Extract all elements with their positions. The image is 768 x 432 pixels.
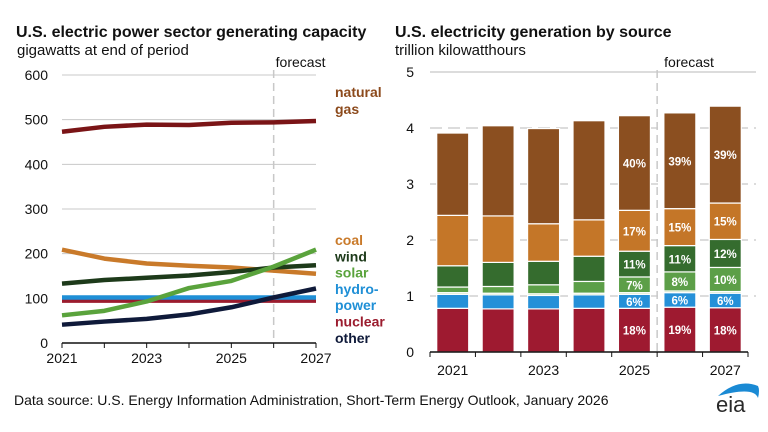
data-label: 18%	[714, 325, 737, 337]
bar-segment-natural-gas	[708, 105, 742, 204]
data-label: 11%	[669, 254, 691, 266]
bar-segment-wind	[617, 250, 652, 278]
y-tick-label: 3	[406, 176, 414, 192]
forecast-label: forecast	[276, 54, 326, 70]
y-tick-label: 200	[25, 246, 49, 262]
bar-segment-nuclear	[572, 307, 606, 353]
bar-segment-wind	[436, 265, 470, 288]
legend-label-hydropower: power	[335, 297, 377, 313]
y-tick-label: 100	[25, 290, 49, 306]
legend-label-natural-gas: natural	[335, 84, 382, 100]
bar-segment-hydropower	[481, 294, 515, 310]
left-chart-title: U.S. electric power sector generating ca…	[16, 24, 367, 41]
y-tick-label: 300	[25, 201, 49, 217]
x-tick-label: 2025	[216, 350, 247, 366]
right-chart-title: U.S. electricity generation by source	[395, 24, 672, 41]
x-tick-label: 2023	[528, 362, 559, 378]
data-source-note: Data source: U.S. Energy Information Adm…	[14, 392, 609, 408]
bar-segment-hydropower	[526, 294, 561, 310]
x-tick-label: 2027	[300, 350, 331, 366]
y-tick-label: 0	[40, 335, 48, 351]
data-label: 17%	[623, 226, 646, 238]
data-label: 7%	[626, 280, 643, 292]
bar-segment-solar	[436, 286, 470, 294]
series-line-coal	[61, 247, 317, 277]
bar-segment-solar	[481, 285, 515, 294]
x-tick-label: 2021	[437, 362, 468, 378]
x-tick-label: 2025	[619, 362, 650, 378]
bar-segment-coal	[663, 208, 697, 247]
x-tick-label: 2021	[46, 350, 77, 366]
left-chart-subtitle: gigawatts at end of period	[17, 42, 189, 59]
y-tick-label: 1	[406, 288, 414, 304]
data-label: 12%	[714, 249, 737, 261]
x-tick-label: 2027	[710, 362, 741, 378]
series-line-other	[61, 286, 317, 327]
data-label: 39%	[668, 156, 691, 168]
right-chart-subtitle: trillion kilowatthours	[395, 42, 526, 59]
data-label: 8%	[672, 277, 689, 289]
bar-segment-hydropower	[436, 293, 470, 309]
bar-segment-nuclear	[436, 307, 470, 353]
data-label: 39%	[714, 150, 737, 162]
bar-segment-natural-gas	[617, 115, 652, 211]
logo-arc-icon	[718, 383, 759, 398]
data-label: 10%	[714, 275, 737, 287]
legend-label-hydropower: hydro-	[335, 281, 379, 297]
bar-segment-natural-gas	[481, 125, 515, 217]
data-label: 40%	[623, 159, 646, 171]
legend-label-other: other	[335, 330, 371, 346]
y-tick-label: 4	[406, 120, 414, 136]
legend-label-nuclear: nuclear	[335, 314, 385, 330]
legend-label-coal: coal	[335, 232, 363, 248]
bar-segment-solar	[526, 284, 561, 295]
x-tick-label: 2023	[131, 350, 162, 366]
series-line-natural-gas	[61, 118, 317, 134]
series-line-solar	[61, 247, 317, 318]
y-tick-label: 600	[25, 67, 49, 83]
bar-segment-coal	[572, 219, 606, 257]
generation-bar-chart: 0 1 2 3 4 5 forecast 18% 6% 7% 11% 17% 40% 19% 6% 8% 11%…	[406, 54, 756, 378]
bar-segment-wind	[708, 238, 742, 269]
logo-text: eia	[716, 392, 746, 416]
data-label: 18%	[623, 326, 646, 338]
bar-segment-wind	[572, 255, 606, 283]
bar-segment-coal	[436, 214, 470, 267]
bar-segment-nuclear	[617, 307, 652, 353]
y-tick-label: 2	[406, 232, 414, 248]
bar-segment-solar	[572, 280, 606, 294]
bar-segment-wind	[663, 245, 697, 273]
data-label: 15%	[668, 223, 691, 235]
legend-label-natural-gas: gas	[335, 101, 359, 117]
capacity-line-chart: 0 100 200 300 400 500 600 forecast 2021 2023 2025 2…	[25, 54, 386, 366]
bar-segment-nuclear	[481, 308, 515, 353]
forecast-label: forecast	[664, 54, 714, 70]
y-tick-label: 5	[406, 64, 414, 80]
bar-segment-wind	[526, 260, 561, 286]
legend-label-solar: solar	[335, 265, 369, 281]
eia-logo[interactable]: eia	[712, 376, 762, 416]
data-label: 15%	[714, 217, 737, 229]
legend-label-wind: wind	[334, 248, 367, 264]
series-line-wind	[61, 263, 317, 286]
bar-segment-nuclear	[663, 306, 697, 353]
data-label: 6%	[672, 295, 689, 307]
bar-segment-solar	[708, 266, 742, 293]
bar-segment-natural-gas	[572, 120, 606, 221]
bar-segment-natural-gas	[663, 112, 697, 210]
bar-segment-coal	[526, 223, 561, 262]
data-label: 19%	[668, 325, 691, 337]
data-label: 6%	[626, 297, 643, 309]
bar-segment-natural-gas	[436, 132, 470, 216]
data-label: 11%	[623, 260, 645, 272]
y-tick-label: 500	[25, 112, 49, 128]
bar-segment-nuclear	[526, 308, 561, 353]
y-tick-label: 0	[406, 344, 414, 360]
bar-segment-hydropower	[572, 294, 606, 309]
bar-segment-wind	[481, 261, 515, 288]
y-tick-label: 400	[25, 156, 49, 172]
data-label: 6%	[717, 296, 734, 308]
bar-segment-natural-gas	[526, 127, 561, 225]
bar-segment-coal	[481, 215, 515, 263]
